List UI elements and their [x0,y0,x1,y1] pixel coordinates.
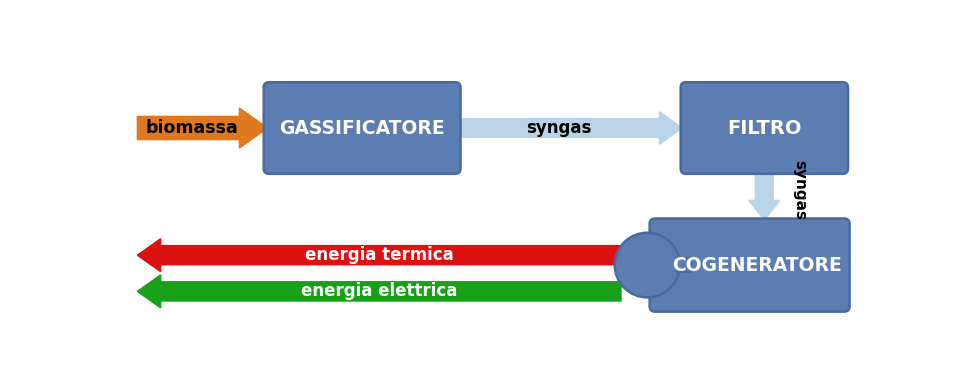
FancyArrow shape [137,239,621,272]
Text: biomassa: biomassa [145,119,239,137]
Text: syngas: syngas [526,119,592,137]
Text: FILTRO: FILTRO [727,118,801,138]
FancyBboxPatch shape [649,219,849,312]
Text: energia elettrica: energia elettrica [301,282,457,300]
Circle shape [615,233,680,297]
FancyBboxPatch shape [677,258,690,272]
FancyArrow shape [137,275,621,308]
FancyArrow shape [459,112,682,144]
Text: GASSIFICATORE: GASSIFICATORE [279,118,445,138]
FancyArrow shape [137,108,267,148]
Text: syngas: syngas [793,160,807,220]
Text: COGENERATORE: COGENERATORE [673,256,842,274]
FancyArrow shape [749,169,780,220]
Text: energia termica: energia termica [305,246,453,264]
FancyBboxPatch shape [263,82,460,174]
FancyBboxPatch shape [681,82,848,174]
